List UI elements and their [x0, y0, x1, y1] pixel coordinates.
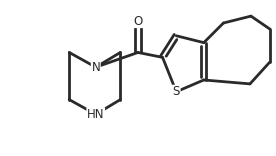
Text: O: O: [133, 15, 143, 27]
Text: N: N: [91, 61, 100, 74]
Text: HN: HN: [87, 108, 105, 121]
Text: S: S: [172, 85, 180, 98]
